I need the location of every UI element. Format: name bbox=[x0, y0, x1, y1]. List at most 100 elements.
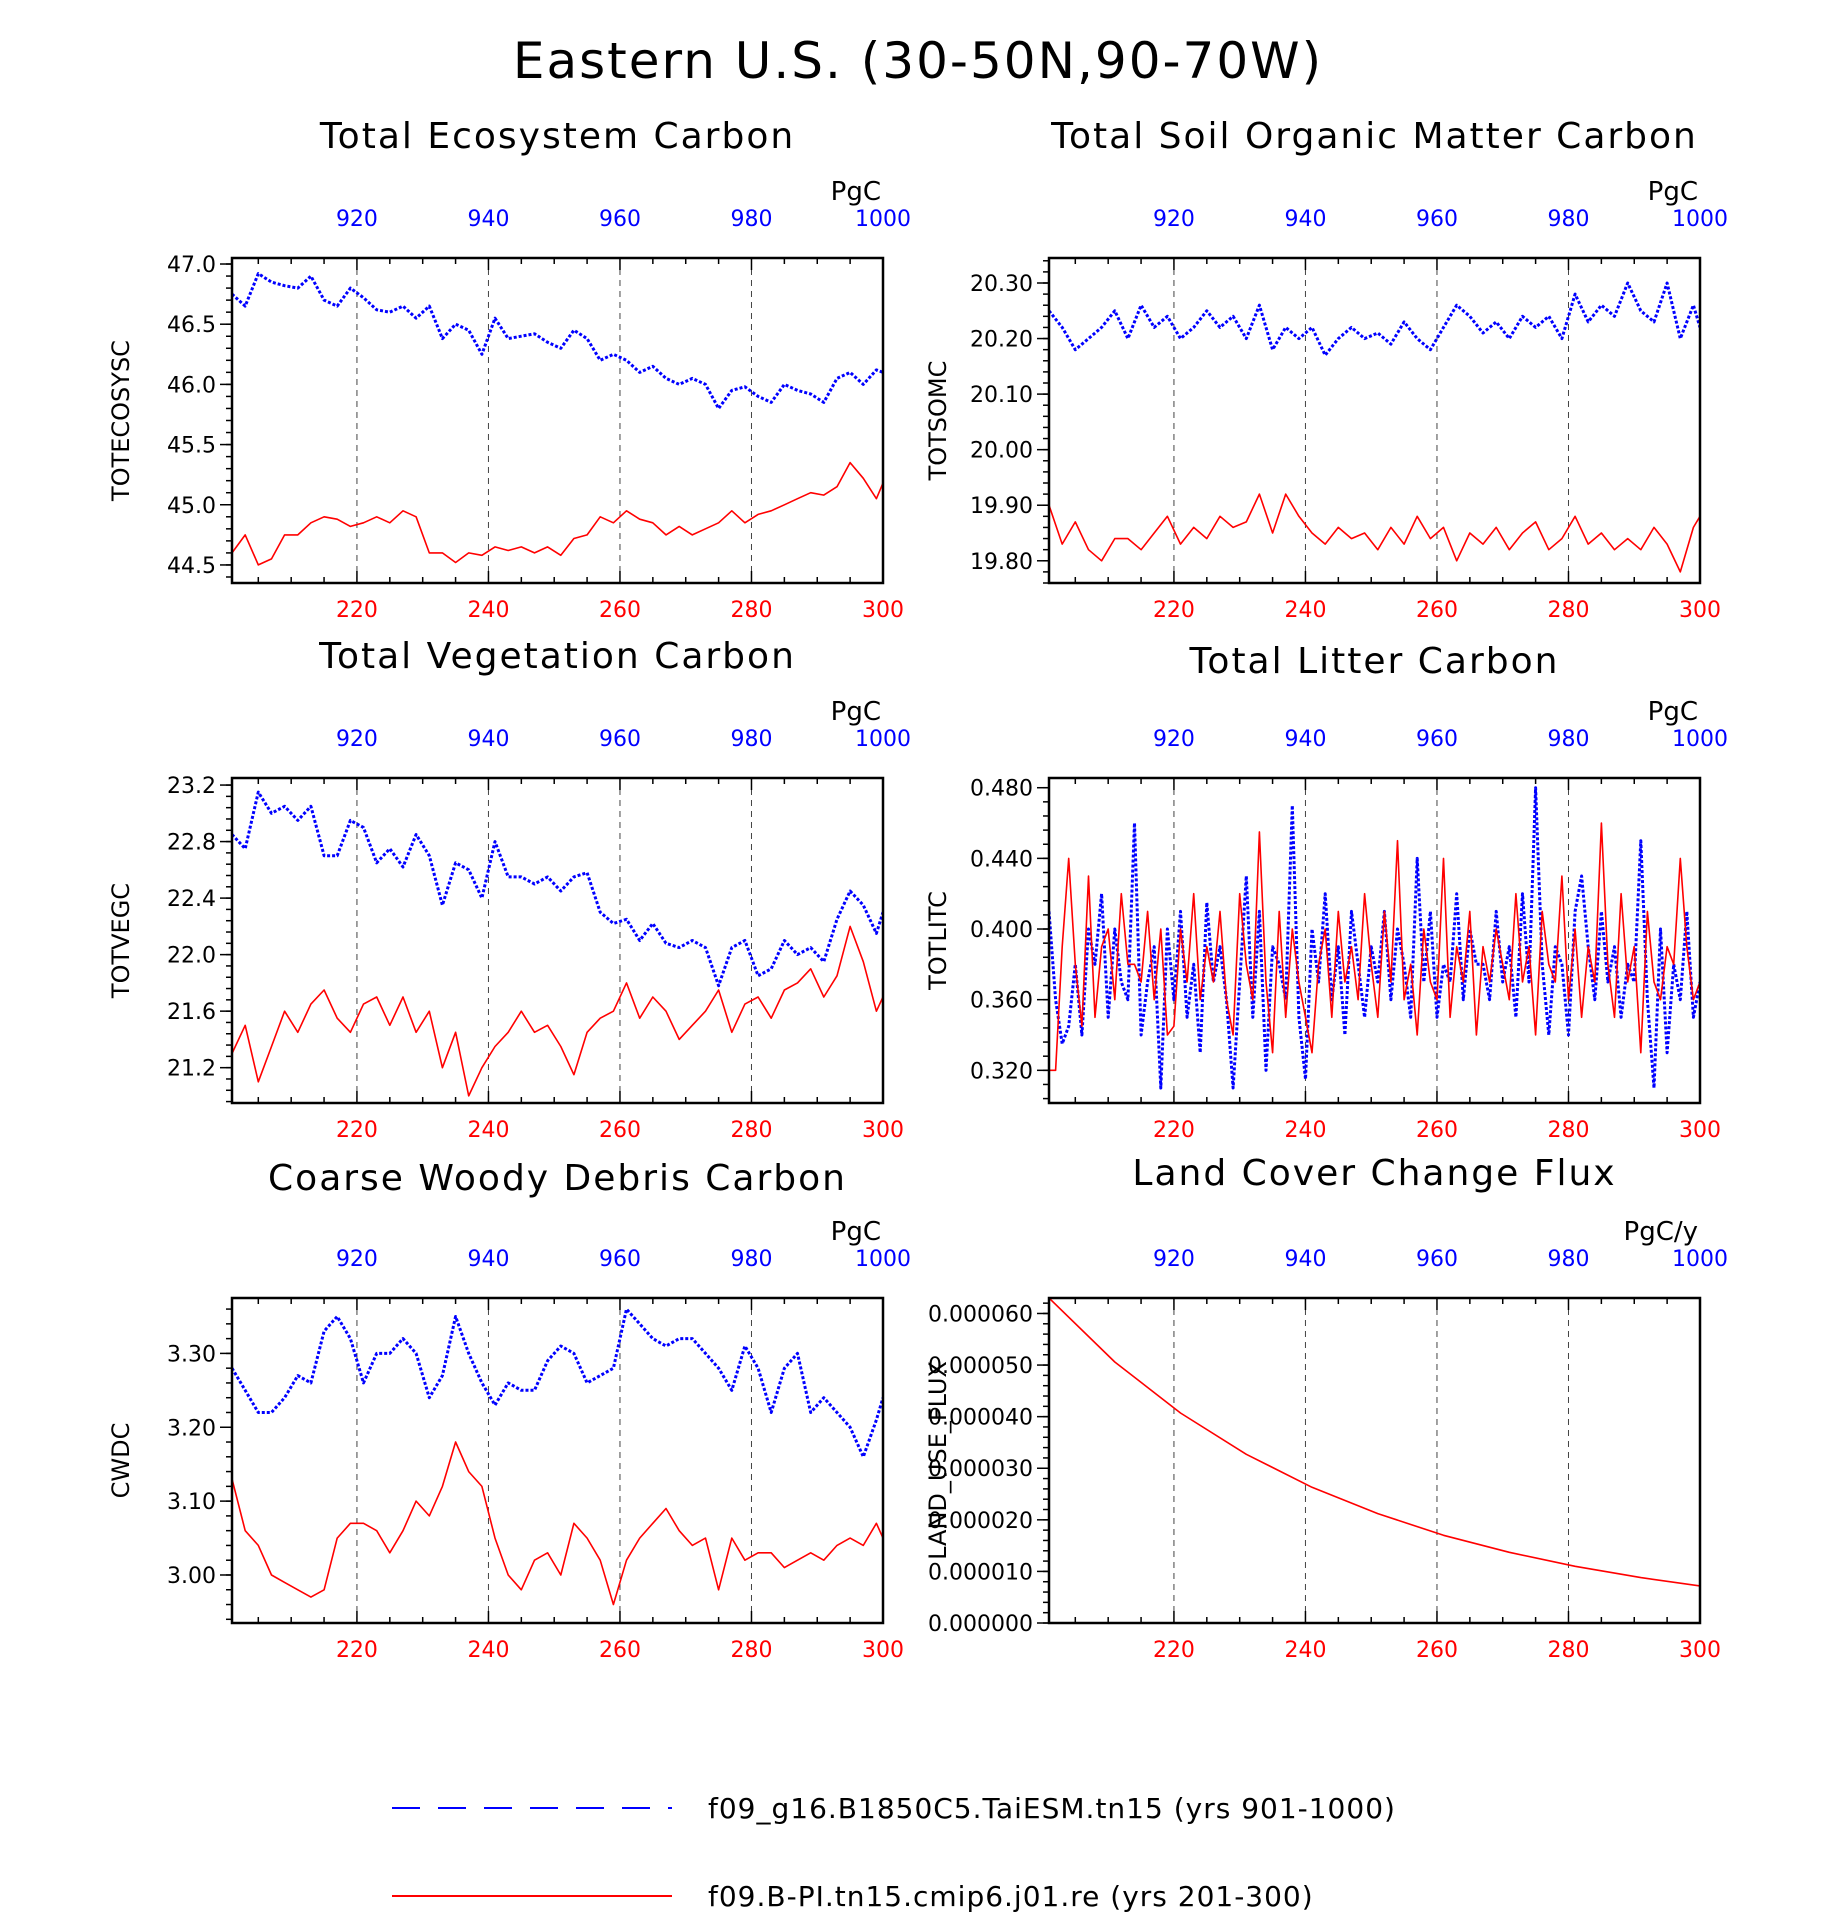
panel-total-soil-organic-matter-carbon: Total Soil Organic Matter Carbon PgC TOTSO… bbox=[924, 116, 1728, 623]
series-line-taiesm bbox=[1049, 281, 1700, 357]
y-axis-label: TOTLITC bbox=[924, 891, 952, 991]
y-tick-label: 3.20 bbox=[167, 1416, 216, 1441]
x-tick-label-bottom: 300 bbox=[1679, 1638, 1721, 1663]
x-tick-label-top: 940 bbox=[1284, 1247, 1326, 1272]
series-group bbox=[1049, 281, 1700, 573]
series-group bbox=[1049, 1298, 1700, 1587]
y-tick-label: 46.0 bbox=[167, 373, 216, 398]
y-tick-label: 0.000060 bbox=[928, 1302, 1033, 1327]
units-label: PgC/y bbox=[1624, 1217, 1698, 1247]
x-tick-label-bottom: 220 bbox=[336, 1118, 378, 1143]
series-line-cmip6 bbox=[1049, 493, 1700, 573]
x-tick-label-bottom: 260 bbox=[1416, 1638, 1458, 1663]
y-tick-label: 20.00 bbox=[970, 439, 1033, 464]
y-tick-label: 22.4 bbox=[167, 887, 216, 912]
y-tick-label: 3.10 bbox=[167, 1490, 216, 1515]
plot-frame bbox=[230, 256, 885, 585]
x-tick-label-bottom: 260 bbox=[599, 1638, 641, 1663]
y-tick-label: 0.320 bbox=[970, 1059, 1033, 1084]
x-tick-label-bottom: 240 bbox=[467, 1118, 509, 1143]
x-tick-label-bottom: 220 bbox=[336, 1638, 378, 1663]
x-tick-label-bottom: 260 bbox=[1416, 1118, 1458, 1143]
x-tick-label-bottom: 280 bbox=[730, 598, 772, 623]
units-label: PgC bbox=[831, 697, 881, 727]
x-tick-label-bottom: 220 bbox=[336, 598, 378, 623]
series-line-cmip6 bbox=[232, 925, 883, 1097]
y-tick-label: 0.480 bbox=[970, 777, 1033, 802]
y-tick-label: 0.000000 bbox=[928, 1612, 1033, 1637]
y-tick-label: 0.000020 bbox=[928, 1509, 1033, 1534]
y-axis-label: TOTECOSYSC bbox=[107, 340, 135, 502]
x-tick-label-top: 980 bbox=[730, 207, 772, 232]
panel-coarse-woody-debris-carbon: Coarse Woody Debris Carbon PgC CWDC 220 240 2… bbox=[107, 1158, 911, 1663]
x-tick-label-top: 960 bbox=[1416, 1247, 1458, 1272]
x-tick-label-top: 920 bbox=[1153, 727, 1195, 752]
series-line-cmip6 bbox=[232, 461, 883, 566]
plot-frame bbox=[230, 776, 885, 1105]
x-tick-label-top: 980 bbox=[730, 727, 772, 752]
y-tick-label: 44.5 bbox=[167, 554, 216, 579]
x-tick-label-bottom: 300 bbox=[862, 1638, 904, 1663]
x-tick-label-top: 1000 bbox=[855, 727, 911, 752]
y-tick-label: 0.360 bbox=[970, 989, 1033, 1014]
x-tick-label-top: 980 bbox=[730, 1247, 772, 1272]
panel-title: Land Cover Change Flux bbox=[1132, 1153, 1616, 1194]
y-tick-label: 45.5 bbox=[167, 434, 216, 459]
panel-total-vegetation-carbon: Total Vegetation Carbon PgC TOTVEGC 220 240 2… bbox=[107, 636, 911, 1143]
panel-title: Total Ecosystem Carbon bbox=[319, 116, 795, 157]
panel-total-ecosystem-carbon: Total Ecosystem Carbon PgC TOTECOSYSC 220 24… bbox=[107, 116, 911, 623]
y-tick-label: 0.000010 bbox=[928, 1560, 1033, 1585]
x-tick-label-bottom: 240 bbox=[467, 1638, 509, 1663]
series-line-cmip6 bbox=[1049, 1298, 1700, 1587]
plot-frame bbox=[1047, 1296, 1702, 1625]
series-line-taiesm bbox=[1049, 786, 1700, 1090]
series-line-cmip6 bbox=[1049, 822, 1700, 1072]
x-tick-label-top: 980 bbox=[1547, 1247, 1589, 1272]
plot-frame bbox=[1047, 256, 1702, 585]
x-tick-label-bottom: 240 bbox=[1284, 1118, 1326, 1143]
units-label: PgC bbox=[1648, 177, 1698, 207]
x-tick-label-top: 1000 bbox=[855, 1247, 911, 1272]
x-tick-label-top: 1000 bbox=[855, 207, 911, 232]
x-tick-label-bottom: 300 bbox=[1679, 598, 1721, 623]
units-label: PgC bbox=[831, 177, 881, 207]
panel-title: Total Soil Organic Matter Carbon bbox=[1050, 116, 1698, 157]
y-tick-label: 0.440 bbox=[970, 847, 1033, 872]
panel-title: Coarse Woody Debris Carbon bbox=[268, 1158, 847, 1199]
legend-label-cmip6: f09.B-PI.tn15.cmip6.j01.re (yrs 201-300) bbox=[708, 1880, 1314, 1913]
x-tick-label-top: 960 bbox=[599, 207, 641, 232]
y-tick-label: 20.10 bbox=[970, 383, 1033, 408]
series-group bbox=[232, 272, 883, 566]
figure-title: Eastern U.S. (30-50N,90-70W) bbox=[513, 32, 1323, 90]
x-tick-label-bottom: 300 bbox=[1679, 1118, 1721, 1143]
x-tick-label-top: 980 bbox=[1547, 207, 1589, 232]
y-tick-label: 46.5 bbox=[167, 313, 216, 338]
x-tick-label-bottom: 220 bbox=[1153, 598, 1195, 623]
x-tick-label-top: 920 bbox=[336, 207, 378, 232]
y-tick-label: 0.000040 bbox=[928, 1406, 1033, 1431]
x-tick-label-top: 920 bbox=[1153, 1247, 1195, 1272]
y-tick-label: 21.6 bbox=[167, 1000, 216, 1025]
x-tick-label-bottom: 280 bbox=[1547, 1638, 1589, 1663]
x-tick-label-top: 1000 bbox=[1672, 727, 1728, 752]
x-tick-label-top: 920 bbox=[336, 1247, 378, 1272]
y-tick-label: 47.0 bbox=[167, 253, 216, 278]
y-tick-label: 0.000030 bbox=[928, 1457, 1033, 1482]
x-tick-label-bottom: 260 bbox=[599, 598, 641, 623]
x-tick-label-top: 1000 bbox=[1672, 207, 1728, 232]
x-tick-label-top: 1000 bbox=[1672, 1247, 1728, 1272]
series-group bbox=[232, 790, 883, 1097]
series-group bbox=[1049, 786, 1700, 1090]
panels: Total Ecosystem Carbon PgC TOTECOSYSC 220 24… bbox=[107, 116, 1728, 1663]
y-tick-label: 20.30 bbox=[970, 272, 1033, 297]
units-label: PgC bbox=[831, 1217, 881, 1247]
series-line-cmip6 bbox=[232, 1441, 883, 1606]
x-tick-label-bottom: 240 bbox=[1284, 598, 1326, 623]
y-axis-label: CWDC bbox=[107, 1423, 135, 1499]
y-axis-label: TOTVEGC bbox=[107, 883, 135, 999]
x-tick-label-bottom: 260 bbox=[1416, 598, 1458, 623]
x-tick-label-top: 940 bbox=[467, 207, 509, 232]
x-tick-label-bottom: 280 bbox=[1547, 598, 1589, 623]
x-tick-label-top: 920 bbox=[1153, 207, 1195, 232]
x-tick-label-bottom: 280 bbox=[730, 1118, 772, 1143]
